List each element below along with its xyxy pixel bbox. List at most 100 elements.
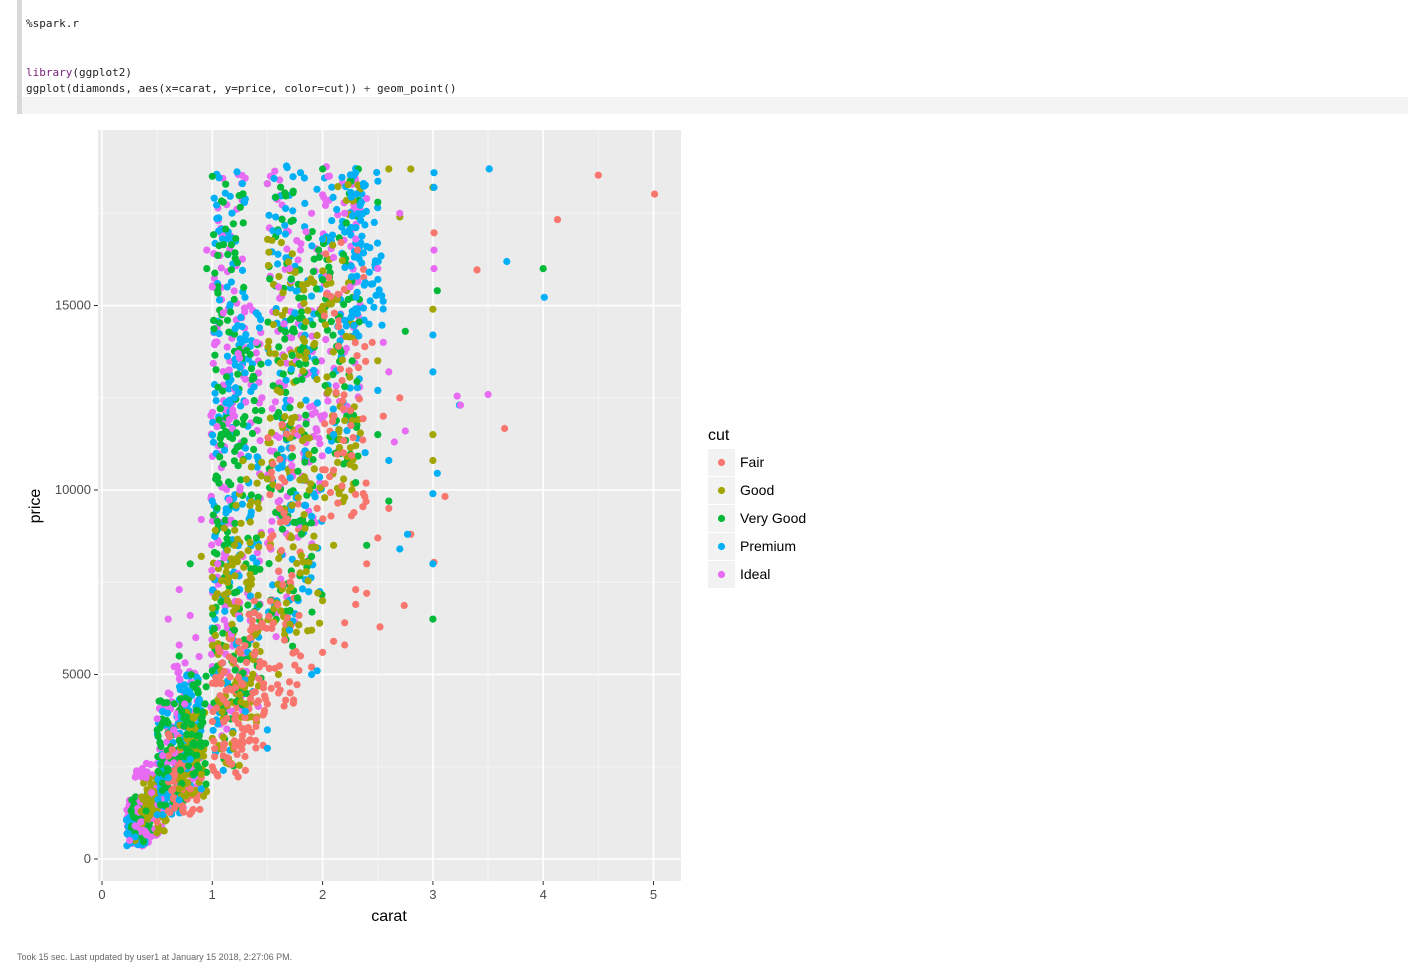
- cluster-point: [266, 414, 274, 422]
- data-point-premium: [197, 785, 205, 793]
- cluster-point: [301, 458, 309, 466]
- data-point-good: [429, 431, 437, 439]
- cluster-point: [241, 293, 249, 301]
- cluster-point: [302, 501, 310, 509]
- data-point-ideal: [170, 726, 178, 734]
- cluster-point: [225, 758, 233, 766]
- cluster-point: [239, 739, 247, 747]
- cluster-point: [305, 558, 313, 566]
- cluster-point: [187, 671, 195, 679]
- cluster-point: [282, 204, 290, 213]
- cluster-point: [202, 780, 210, 788]
- cluster-point: [274, 498, 282, 506]
- cluster-point: [300, 511, 308, 519]
- cluster-point: [362, 357, 370, 365]
- cluster-point: [321, 480, 329, 488]
- legend: cut Fair Good Very Good Premium Ideal: [708, 427, 806, 588]
- cluster-point: [168, 746, 176, 754]
- cluster-point: [210, 274, 218, 282]
- data-point-good: [219, 733, 227, 741]
- data-point-very-good: [352, 479, 360, 487]
- cluster-point: [316, 440, 324, 448]
- cluster-point: [209, 511, 217, 519]
- cluster-point: [266, 597, 275, 605]
- cluster-point: [235, 761, 243, 770]
- cluster-point: [256, 437, 264, 445]
- cluster-point: [210, 316, 218, 324]
- paragraph-code-cell[interactable]: %spark.r library(ggplot2) ggplot(diamond…: [17, 0, 1408, 114]
- cluster-point: [227, 266, 235, 274]
- cluster-point: [275, 343, 283, 351]
- cluster-point: [184, 762, 193, 770]
- data-point-premium: [429, 560, 437, 568]
- cluster-point: [334, 183, 342, 191]
- cluster-point: [294, 256, 302, 264]
- cluster-point: [239, 457, 247, 465]
- cluster-point: [202, 739, 210, 747]
- cluster-point: [133, 767, 141, 775]
- cluster-point: [333, 205, 341, 214]
- cluster-point: [264, 434, 272, 442]
- cluster-point: [302, 396, 310, 404]
- cluster-point: [193, 751, 201, 759]
- cluster-point: [275, 567, 283, 575]
- cluster-point: [217, 598, 225, 606]
- cluster-point: [313, 399, 321, 407]
- cluster-point: [346, 384, 354, 392]
- cluster-point: [177, 753, 185, 761]
- cluster-point: [219, 629, 227, 637]
- data-point-very-good: [186, 560, 194, 568]
- cluster-point: [335, 490, 343, 498]
- data-point-fair: [313, 504, 321, 512]
- data-point-fair: [473, 266, 481, 274]
- cluster-point: [315, 434, 323, 442]
- cluster-point: [212, 366, 220, 374]
- cluster-point: [222, 509, 230, 517]
- cluster-point: [210, 325, 218, 333]
- legend-label-fair: Fair: [740, 454, 764, 470]
- code-magic[interactable]: %spark.r: [26, 17, 79, 30]
- cluster-point: [302, 411, 310, 419]
- cluster-point: [228, 620, 236, 628]
- data-point-very-good: [219, 198, 227, 206]
- data-point-very-good: [363, 541, 371, 549]
- data-point-very-good: [175, 652, 183, 660]
- data-point-good: [407, 165, 415, 173]
- cluster-point: [122, 816, 131, 824]
- cluster-point: [314, 589, 322, 597]
- cluster-point: [283, 245, 291, 253]
- data-point-premium: [274, 228, 283, 236]
- cluster-point: [253, 549, 261, 557]
- cluster-point: [266, 275, 274, 283]
- cluster-point: [365, 320, 373, 328]
- cluster-point: [213, 504, 221, 512]
- cluster-point: [347, 421, 355, 430]
- cluster-point: [244, 601, 252, 609]
- cluster-point: [288, 351, 296, 360]
- cluster-point: [276, 518, 285, 526]
- data-point-ideal: [192, 634, 200, 642]
- cluster-point: [374, 204, 382, 212]
- cluster-point: [247, 387, 255, 395]
- cluster-point: [288, 250, 296, 258]
- data-point-ideal: [390, 438, 398, 446]
- data-point-very-good: [433, 287, 441, 295]
- cluster-point: [254, 499, 262, 507]
- cluster-point: [247, 498, 255, 506]
- cluster-point: [220, 524, 228, 532]
- cluster-point: [255, 417, 263, 425]
- cluster-point: [359, 490, 367, 498]
- cluster-point: [181, 688, 190, 696]
- cluster-point: [294, 467, 302, 475]
- code-line-2[interactable]: ggplot(diamonds, aes(x=carat, y=price, c…: [26, 82, 456, 96]
- cluster-point: [355, 395, 363, 403]
- data-point-fair: [274, 689, 283, 697]
- cluster-point: [215, 227, 223, 235]
- data-point-ideal: [258, 394, 266, 402]
- data-point-very-good: [197, 715, 205, 723]
- cluster-point: [235, 192, 243, 200]
- data-point-fair: [352, 586, 360, 594]
- cluster-point: [308, 608, 316, 616]
- cluster-point: [169, 793, 178, 802]
- code-line-1[interactable]: library(ggplot2): [26, 66, 132, 80]
